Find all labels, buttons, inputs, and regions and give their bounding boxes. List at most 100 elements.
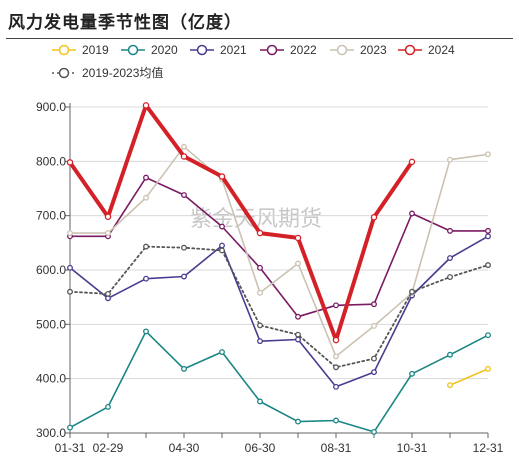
legend-swatch-marker bbox=[58, 67, 70, 79]
data-point bbox=[104, 213, 112, 221]
series-line bbox=[68, 103, 414, 343]
data-point bbox=[333, 364, 339, 371]
x-axis: 01-31 02-29 04-30 06-30 08-31 10-31 12-31 bbox=[55, 432, 504, 455]
data-point bbox=[105, 403, 111, 410]
data-point bbox=[485, 227, 491, 234]
data-point bbox=[257, 322, 263, 329]
data-point bbox=[143, 194, 149, 201]
legend-label: 2019-2023均值 bbox=[82, 65, 163, 80]
y-tick-label: 600.0 bbox=[36, 263, 66, 277]
x-tick-label: 12-31 bbox=[473, 441, 504, 455]
legend-item-2020: 2020 bbox=[121, 43, 178, 57]
data-point bbox=[143, 243, 149, 250]
legend-swatch-marker bbox=[58, 44, 70, 56]
data-point bbox=[257, 338, 263, 345]
data-point bbox=[371, 428, 377, 435]
data-point bbox=[294, 234, 302, 242]
data-point bbox=[256, 229, 264, 237]
data-point bbox=[333, 353, 339, 360]
legend-swatch-marker bbox=[404, 44, 416, 56]
grid-lines bbox=[70, 106, 488, 380]
data-point bbox=[105, 230, 111, 237]
legend-item-2019: 2019 bbox=[52, 43, 109, 57]
series-2022 bbox=[67, 174, 491, 320]
data-point bbox=[333, 302, 339, 309]
x-tick-label: 02-29 bbox=[93, 441, 124, 455]
data-point bbox=[67, 424, 73, 431]
x-tick-label: 06-30 bbox=[245, 441, 276, 455]
data-point bbox=[409, 370, 415, 377]
data-point bbox=[219, 247, 225, 254]
data-point bbox=[485, 365, 491, 372]
legend-swatch-marker bbox=[196, 44, 208, 56]
y-tick-label: 900.0 bbox=[36, 100, 66, 114]
data-point bbox=[370, 214, 378, 221]
data-point bbox=[257, 264, 263, 271]
data-point bbox=[447, 351, 453, 358]
series-2019 bbox=[447, 365, 491, 389]
series-line bbox=[69, 176, 489, 318]
x-tick-label: 04-30 bbox=[169, 441, 200, 455]
data-point bbox=[180, 153, 188, 160]
x-tick-label: 08-31 bbox=[321, 441, 352, 455]
legend-item-2019-2023均值: 2019-2023均值 bbox=[52, 65, 163, 80]
legend: 2019 2020 2021 2022 2023 2024 2019-2023均值 bbox=[52, 43, 455, 80]
series-line bbox=[449, 368, 489, 387]
data-point bbox=[409, 210, 415, 217]
data-point bbox=[485, 233, 491, 240]
data-point bbox=[333, 417, 339, 424]
data-point bbox=[447, 156, 453, 163]
data-point bbox=[295, 313, 301, 320]
data-point bbox=[485, 262, 491, 269]
data-point bbox=[181, 143, 187, 150]
y-tick-label: 300.0 bbox=[36, 426, 66, 440]
legend-item-2024: 2024 bbox=[398, 43, 455, 57]
data-point bbox=[218, 173, 226, 180]
y-tick-label: 400.0 bbox=[36, 372, 66, 386]
data-point bbox=[219, 223, 225, 230]
y-tick-label: 800.0 bbox=[36, 154, 66, 168]
data-point bbox=[447, 274, 453, 281]
title-divider bbox=[6, 38, 513, 39]
data-point bbox=[181, 273, 187, 280]
data-point bbox=[485, 332, 491, 339]
data-point bbox=[67, 264, 73, 271]
data-point bbox=[295, 260, 301, 267]
legend-item-2022: 2022 bbox=[260, 43, 317, 57]
data-point bbox=[333, 383, 339, 390]
y-tick-label: 700.0 bbox=[36, 209, 66, 223]
legend-swatch-marker bbox=[127, 44, 139, 56]
legend-label: 2023 bbox=[360, 43, 387, 57]
data-point bbox=[67, 288, 73, 295]
series-line bbox=[69, 330, 489, 433]
data-point bbox=[181, 365, 187, 372]
legend-label: 2020 bbox=[151, 43, 178, 57]
data-point bbox=[143, 275, 149, 282]
data-point bbox=[408, 158, 416, 166]
data-point bbox=[447, 382, 453, 389]
legend-item-2021: 2021 bbox=[190, 43, 247, 57]
data-point bbox=[181, 192, 187, 198]
data-point bbox=[219, 349, 225, 355]
series-line bbox=[69, 145, 489, 358]
data-point bbox=[371, 355, 377, 362]
data-point bbox=[371, 323, 377, 329]
series-line bbox=[69, 235, 489, 388]
legend-label: 2021 bbox=[220, 43, 247, 57]
data-point bbox=[66, 159, 74, 166]
series-2020 bbox=[67, 328, 491, 435]
data-point bbox=[257, 398, 263, 405]
data-point bbox=[295, 336, 301, 343]
series-layer bbox=[66, 102, 491, 435]
data-point bbox=[332, 336, 340, 344]
data-point bbox=[485, 151, 491, 158]
series-2019-2023均值 bbox=[67, 243, 491, 371]
data-point bbox=[181, 244, 187, 251]
series-line bbox=[69, 245, 489, 369]
y-axis: 300.0 400.0 500.0 600.0 700.0 800.0 900.0 bbox=[36, 100, 71, 440]
data-point bbox=[409, 288, 415, 295]
data-point bbox=[142, 102, 150, 109]
legend-label: 2024 bbox=[428, 43, 455, 57]
chart-title: 风力发电量季节性图（亿度） bbox=[8, 13, 242, 33]
data-point bbox=[67, 230, 73, 237]
